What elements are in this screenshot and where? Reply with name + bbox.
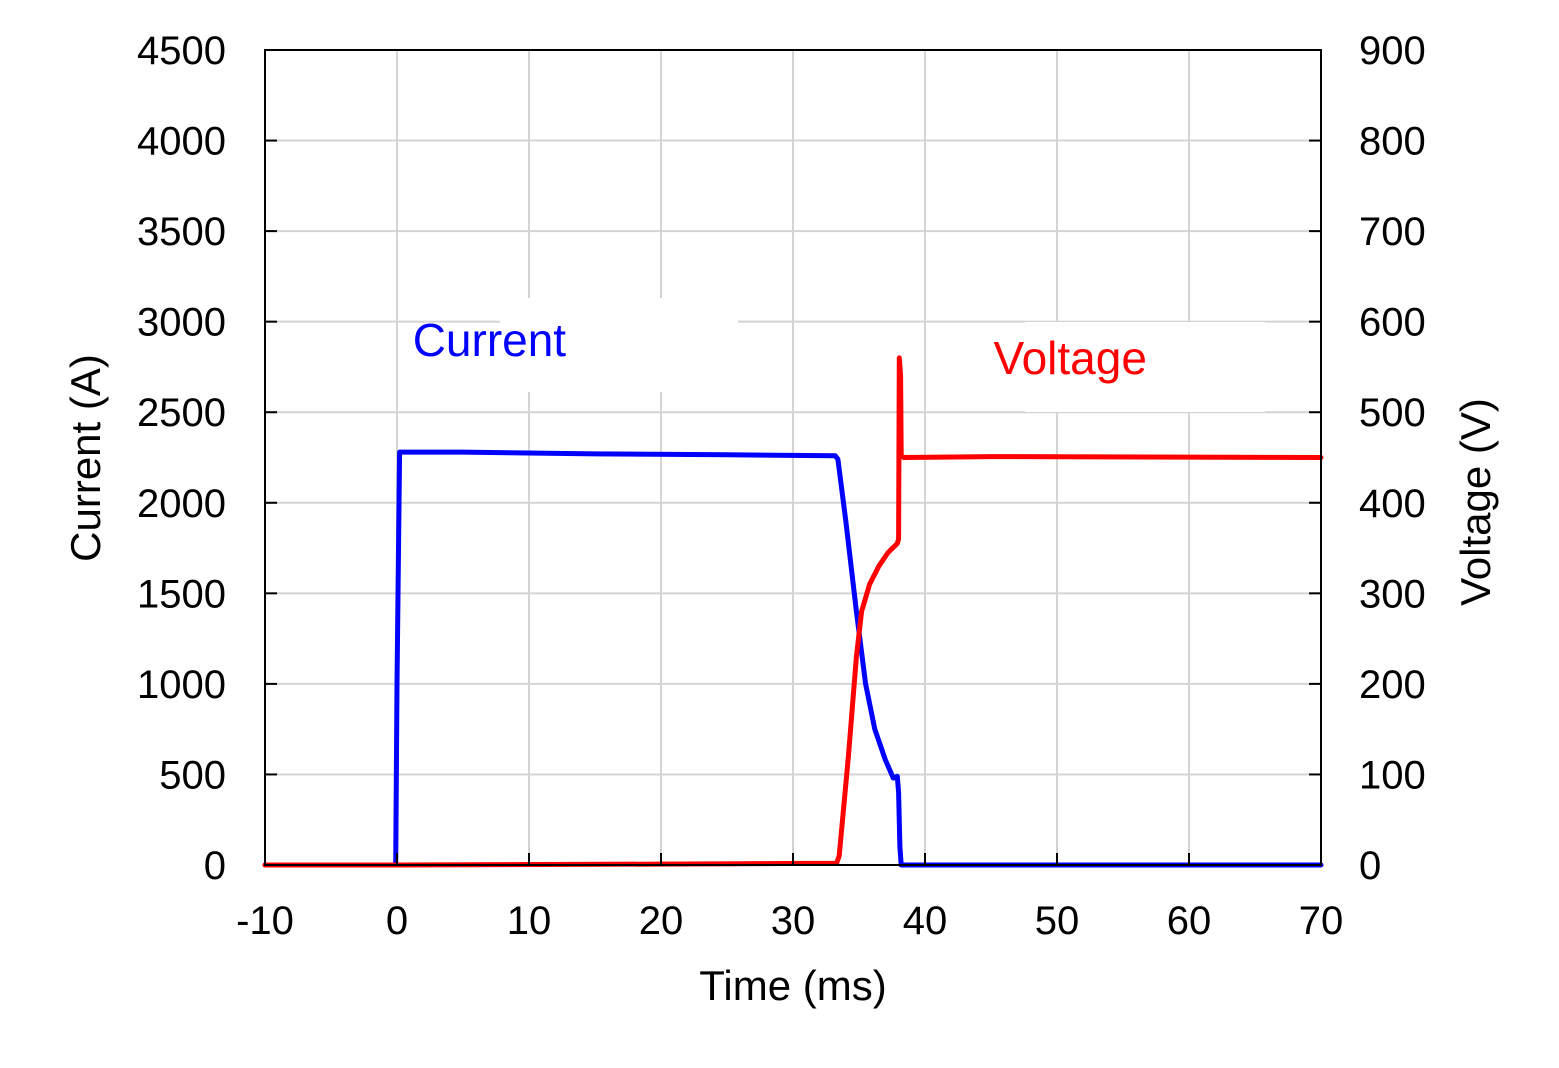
x-tick-label: 30 (771, 899, 816, 943)
y-left-tick-label: 1000 (137, 663, 226, 707)
y-right-tick-label: 800 (1359, 120, 1426, 164)
y-right-tick-label: 300 (1359, 572, 1426, 616)
x-tick-label: 40 (903, 899, 948, 943)
x-tick-label: 50 (1035, 899, 1080, 943)
x-tick-labels: -10 0 10 20 30 40 50 60 70 (236, 899, 1343, 943)
x-tick-label: 0 (386, 899, 408, 943)
tick-marks (264, 49, 1322, 866)
y-left-tick-label: 2500 (137, 391, 226, 435)
x-tick-label: 10 (507, 899, 552, 943)
y-right-tick-label: 0 (1359, 844, 1381, 888)
y-right-tick-label: 900 (1359, 29, 1426, 73)
current-label-background (500, 298, 738, 392)
y-right-tick-label: 400 (1359, 482, 1426, 526)
y-right-axis-label: Voltage (V) (1452, 398, 1499, 606)
y-left-tick-label: 3500 (137, 210, 226, 254)
y-left-tick-label: 0 (204, 844, 226, 888)
y-left-axis-label: Current (A) (62, 354, 109, 562)
x-tick-label: 70 (1299, 899, 1344, 943)
y-left-tick-label: 1500 (137, 572, 226, 616)
y-left-tick-label: 2000 (137, 482, 226, 526)
y-right-tick-label: 100 (1359, 753, 1426, 797)
y-right-tick-label: 500 (1359, 391, 1426, 435)
y-left-tick-labels: 0 500 1000 1500 2000 2500 3000 3500 4000 4500 (137, 29, 226, 888)
y-right-tick-label: 200 (1359, 663, 1426, 707)
y-left-tick-label: 4500 (137, 29, 226, 73)
y-right-tick-label: 600 (1359, 301, 1426, 345)
series-lines (262, 355, 1324, 868)
voltage-label-background (1025, 322, 1265, 412)
current-series-label: Current (413, 314, 567, 366)
x-tick-label: 60 (1167, 899, 1212, 943)
voltage-series-label: Voltage (993, 332, 1146, 384)
y-right-tick-labels: 0 100 200 300 400 500 600 700 800 900 (1359, 29, 1426, 888)
current-series-line (262, 449, 1324, 868)
y-left-tick-label: 4000 (137, 120, 226, 164)
y-left-tick-label: 500 (159, 753, 226, 797)
x-tick-label: -10 (236, 899, 294, 943)
y-right-tick-label: 700 (1359, 210, 1426, 254)
y-left-tick-label: 3000 (137, 301, 226, 345)
x-tick-label: 20 (639, 899, 684, 943)
x-axis-label: Time (ms) (699, 962, 886, 1009)
voltage-series-line (262, 355, 1324, 868)
